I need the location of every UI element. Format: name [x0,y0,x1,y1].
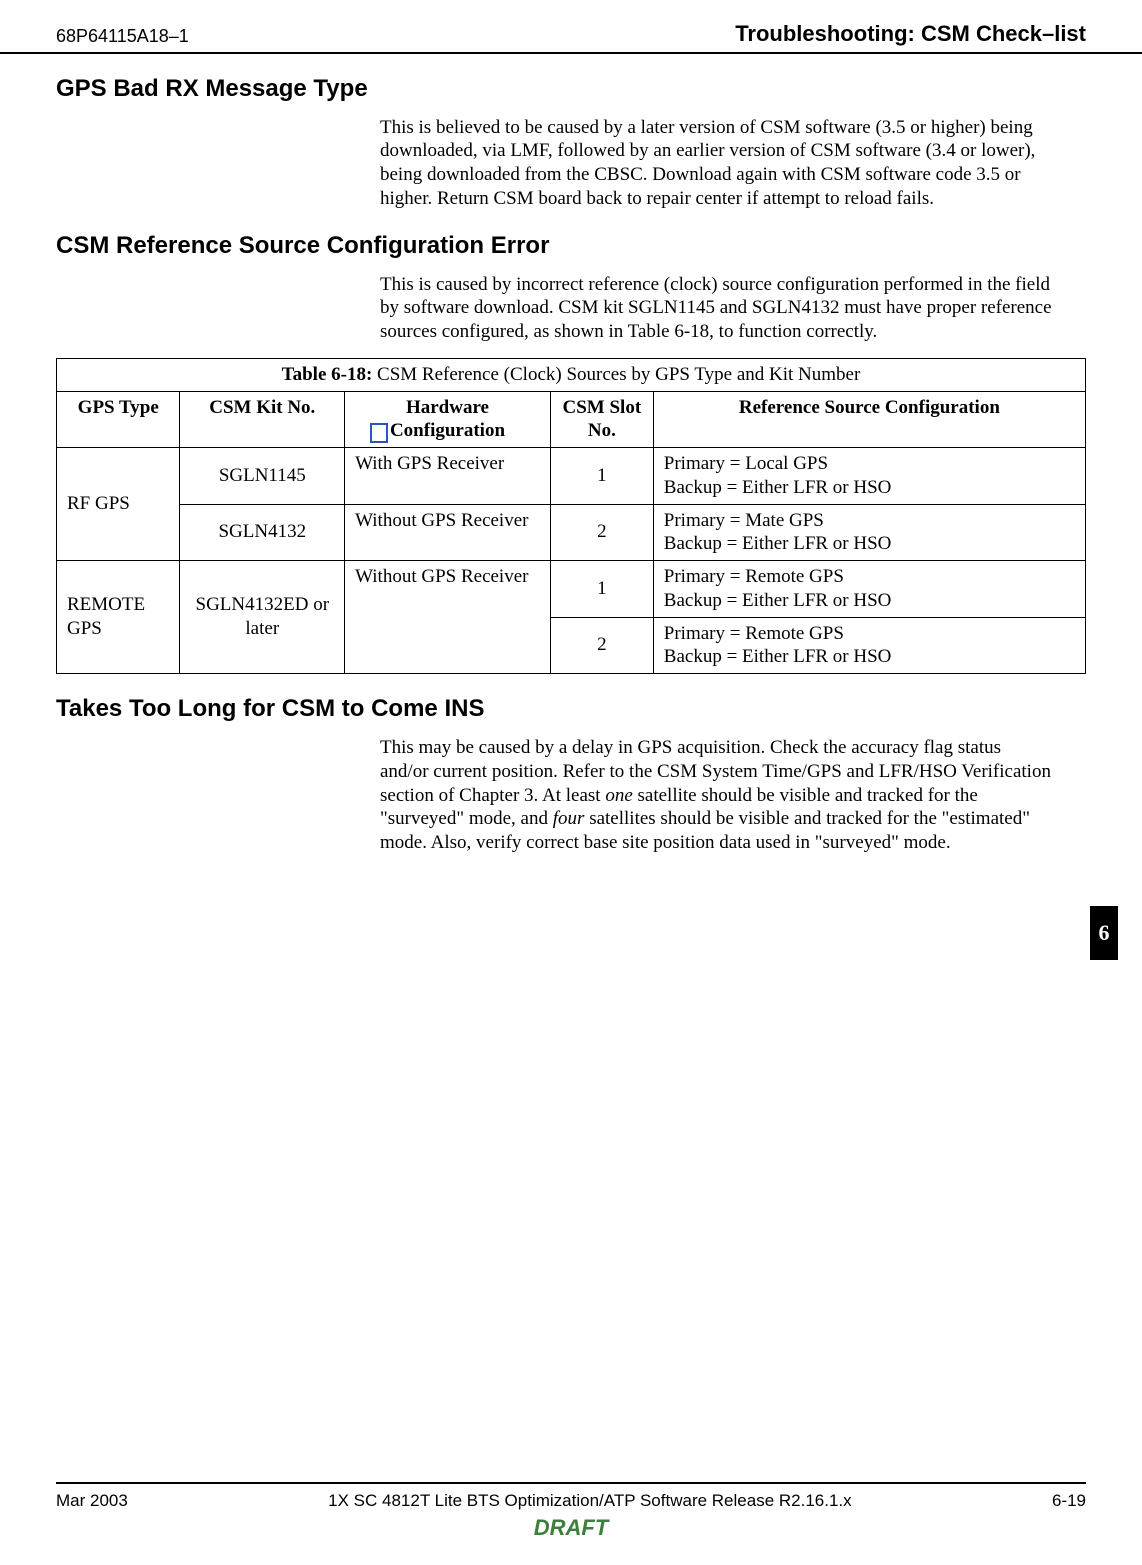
cell-slot-2b: 2 [550,617,653,674]
cell-slot-2: 2 [550,504,653,561]
table-caption-label: Table 6-18: [282,364,373,385]
table-caption-cell: Table 6-18: CSM Reference (Clock) Source… [57,358,1086,391]
footer-page: 6-19 [1052,1490,1086,1511]
p3-one: one [605,785,632,806]
heading-csm-ref-source: CSM Reference Source Configuration Error [56,231,1142,261]
para-csm-ref-source-text: This is caused by incorrect reference (c… [380,273,1052,344]
table-row: SGLN4132 Without GPS Receiver 2 Primary … [57,504,1086,561]
cell-kit-1145: SGLN1145 [180,448,345,505]
ref-backup: Backup = Either LFR or HSO [664,533,892,554]
ref-primary: Primary = Mate GPS [664,510,824,531]
th-csm-kit: CSM Kit No. [180,391,345,448]
para-gps-bad-rx-text: This is believed to be caused by a later… [380,116,1052,211]
ref-backup: Backup = Either LFR or HSO [664,646,892,667]
th-gps-type: GPS Type [57,391,180,448]
p3-four: four [553,808,585,829]
ref-primary: Primary = Local GPS [664,453,828,474]
th-slot-no: CSM Slot No. [550,391,653,448]
footer-draft: DRAFT [56,1514,1086,1542]
crossref-box [370,423,388,443]
cell-hw-with: With GPS Receiver [345,448,551,505]
cell-kit-4132ed: SGLN4132ED or later [180,561,345,674]
cell-gps-remote: REMOTE GPS [57,561,180,674]
cell-ref: Primary = Remote GPS Backup = Either LFR… [653,561,1085,618]
cell-slot-1: 1 [550,448,653,505]
footer-date: Mar 2003 [56,1490,128,1511]
ref-backup: Backup = Either LFR or HSO [664,590,892,611]
cell-ref: Primary = Local GPS Backup = Either LFR … [653,448,1085,505]
page-title: Troubleshooting: CSM Check–list [735,20,1086,48]
table-header-row: GPS Type CSM Kit No. Hardware Configurat… [57,391,1086,448]
footer-row: Mar 2003 1X SC 4812T Lite BTS Optimizati… [56,1490,1086,1511]
cell-hw-without: Without GPS Receiver [345,504,551,561]
cell-kit-4132: SGLN4132 [180,504,345,561]
table-row: RF GPS SGLN1145 With GPS Receiver 1 Prim… [57,448,1086,505]
footer-title: 1X SC 4812T Lite BTS Optimization/ATP So… [128,1490,1052,1511]
table-caption-text: CSM Reference (Clock) Sources by GPS Typ… [372,364,860,385]
table-csm-reference: Table 6-18: CSM Reference (Clock) Source… [56,358,1086,674]
ref-primary: Primary = Remote GPS [664,566,844,587]
doc-number: 68P64115A18–1 [56,25,189,48]
cell-ref: Primary = Mate GPS Backup = Either LFR o… [653,504,1085,561]
chapter-tab: 6 [1090,906,1118,960]
page-footer: Mar 2003 1X SC 4812T Lite BTS Optimizati… [56,1482,1086,1541]
cell-ref: Primary = Remote GPS Backup = Either LFR… [653,617,1085,674]
cell-slot-1b: 1 [550,561,653,618]
cell-hw-without-2: Without GPS Receiver [345,561,551,674]
table-row: REMOTE GPS SGLN4132ED or later Without G… [57,561,1086,618]
para-takes-too-long-text: This may be caused by a delay in GPS acq… [380,736,1052,855]
para-gps-bad-rx: This is believed to be caused by a later… [380,116,1052,211]
page-header: 68P64115A18–1 Troubleshooting: CSM Check… [0,0,1142,54]
ref-primary: Primary = Remote GPS [664,623,844,644]
table-caption-row: Table 6-18: CSM Reference (Clock) Source… [57,358,1086,391]
para-csm-ref-source: This is caused by incorrect reference (c… [380,273,1052,344]
footer-rule [56,1482,1086,1484]
ref-backup: Backup = Either LFR or HSO [664,477,892,498]
cell-gps-rf: RF GPS [57,448,180,561]
heading-takes-too-long: Takes Too Long for CSM to Come INS [56,694,1142,724]
th-ref-src: Reference Source Configuration [653,391,1085,448]
heading-gps-bad-rx: GPS Bad RX Message Type [56,74,1142,104]
para-takes-too-long: This may be caused by a delay in GPS acq… [380,736,1052,855]
